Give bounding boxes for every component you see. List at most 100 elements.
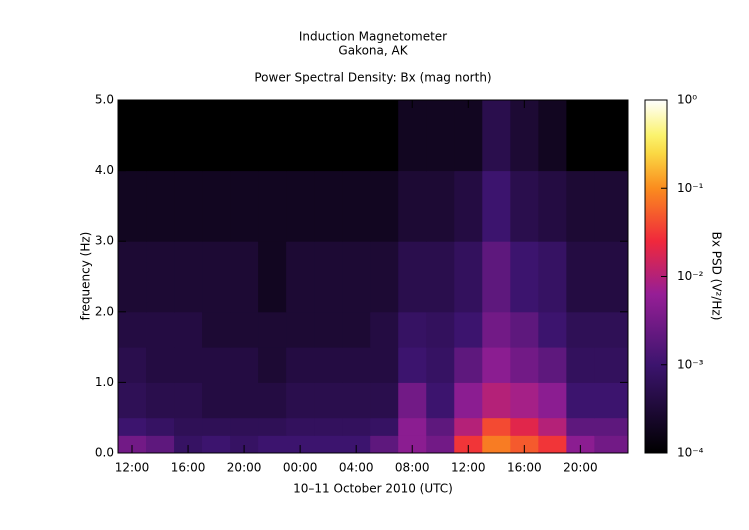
heatmap-cell — [202, 382, 231, 419]
heatmap-cell — [202, 435, 231, 454]
heatmap-cell — [146, 417, 175, 436]
heatmap-cell — [230, 382, 259, 419]
heatmap-cell — [174, 100, 203, 172]
heatmap-cell — [370, 170, 399, 242]
heatmap-cell — [202, 170, 231, 242]
x-tick-label: 16:00 — [171, 461, 206, 475]
heatmap-cell — [426, 435, 455, 454]
x-tick-label: 08:00 — [395, 461, 430, 475]
heatmap-cell — [566, 347, 595, 383]
heatmap-cell — [258, 382, 287, 419]
heatmap-cell — [118, 170, 147, 242]
heatmap-cell — [342, 241, 371, 313]
heatmap-cell — [538, 435, 567, 454]
heatmap-cell — [314, 100, 343, 172]
x-tick-label: 00:00 — [283, 461, 318, 475]
heatmap-cell — [566, 311, 595, 348]
heatmap-cell — [258, 311, 287, 348]
heatmap-cell — [314, 241, 343, 313]
x-tick-label: 12:00 — [451, 461, 486, 475]
heatmap-cell — [286, 417, 315, 436]
heatmap-cell — [146, 170, 175, 242]
heatmap-cell — [482, 435, 511, 454]
heatmap-cell — [314, 311, 343, 348]
heatmap-cell — [426, 311, 455, 348]
heatmap-cell — [538, 382, 567, 419]
colorbar-label: Bx PSD (V²/Hz) — [710, 232, 724, 321]
heatmap-cell — [258, 100, 287, 172]
heatmap-cell — [370, 382, 399, 419]
heatmap-cell — [510, 347, 539, 383]
heatmap-cell — [342, 347, 371, 383]
heatmap-cell — [286, 347, 315, 383]
heatmap-cell — [454, 311, 483, 348]
heatmap-cell — [398, 311, 427, 348]
heatmap-cell — [314, 170, 343, 242]
colorbar-tick-label: 10⁻¹ — [677, 181, 704, 195]
heatmap-cell — [398, 170, 427, 242]
heatmap-cell — [118, 241, 147, 313]
heatmap-cell — [370, 311, 399, 348]
colorbar-tick-label: 10⁰ — [677, 93, 697, 107]
heatmap-cell — [566, 382, 595, 419]
heatmap-cell — [426, 382, 455, 419]
heatmap-cell — [230, 170, 259, 242]
y-tick-label: 2.0 — [95, 304, 114, 318]
heatmap-cell — [230, 311, 259, 348]
colorbar-tick-label: 10⁻⁴ — [677, 446, 704, 460]
heatmap-cell — [454, 417, 483, 436]
heatmap-cell — [538, 170, 567, 242]
x-tick-label: 04:00 — [339, 461, 374, 475]
heatmap-cell — [398, 382, 427, 419]
heatmap-cell — [370, 347, 399, 383]
heatmap-cell — [342, 311, 371, 348]
heatmap-cell — [426, 417, 455, 436]
x-tick-label: 20:00 — [563, 461, 598, 475]
heatmap-cell — [314, 382, 343, 419]
chart-subtitle: Gakona, AK — [338, 44, 408, 58]
heatmap-cell — [510, 241, 539, 313]
heatmap-cell — [314, 417, 343, 436]
heatmap-cell — [370, 435, 399, 454]
heatmap-cell — [510, 311, 539, 348]
heatmap-cell — [482, 311, 511, 348]
heatmap-cell — [174, 311, 203, 348]
heatmap-cell — [566, 100, 595, 172]
heatmap-cell — [258, 417, 287, 436]
heatmap-cell — [538, 417, 567, 436]
heatmap-cell — [594, 382, 629, 419]
heatmap-cell — [146, 311, 175, 348]
heatmap-cell — [370, 417, 399, 436]
heatmap-cell — [594, 170, 629, 242]
y-axis-label: frequency (Hz) — [79, 232, 93, 321]
heatmap-cell — [342, 435, 371, 454]
heatmap-cell — [314, 435, 343, 454]
heatmap-cell — [454, 170, 483, 242]
heatmap-cell — [174, 417, 203, 436]
heatmap-cell — [286, 311, 315, 348]
heatmap-cell — [538, 241, 567, 313]
x-axis-label: 10–11 October 2010 (UTC) — [293, 482, 453, 496]
heatmap-cell — [118, 382, 147, 419]
heatmap-cell — [146, 435, 175, 454]
heatmap-cell — [398, 100, 427, 172]
heatmap-cell — [146, 100, 175, 172]
heatmap-cell — [426, 347, 455, 383]
colorbar-tick-label: 10⁻² — [677, 269, 704, 283]
heatmap-cell — [538, 347, 567, 383]
heatmap-cell — [510, 170, 539, 242]
heatmap-cell — [482, 170, 511, 242]
heatmap-cell — [426, 100, 455, 172]
heatmap-cell — [146, 347, 175, 383]
heatmap-cell — [286, 170, 315, 242]
heatmap-cell — [426, 241, 455, 313]
heatmap-cell — [594, 347, 629, 383]
heatmap-cell — [118, 311, 147, 348]
heatmap-cell — [174, 382, 203, 419]
heatmap-cell — [258, 435, 287, 454]
heatmap-cell — [566, 435, 595, 454]
x-tick-label: 20:00 — [227, 461, 262, 475]
heatmap-cell — [146, 382, 175, 419]
heatmap-cell — [286, 241, 315, 313]
